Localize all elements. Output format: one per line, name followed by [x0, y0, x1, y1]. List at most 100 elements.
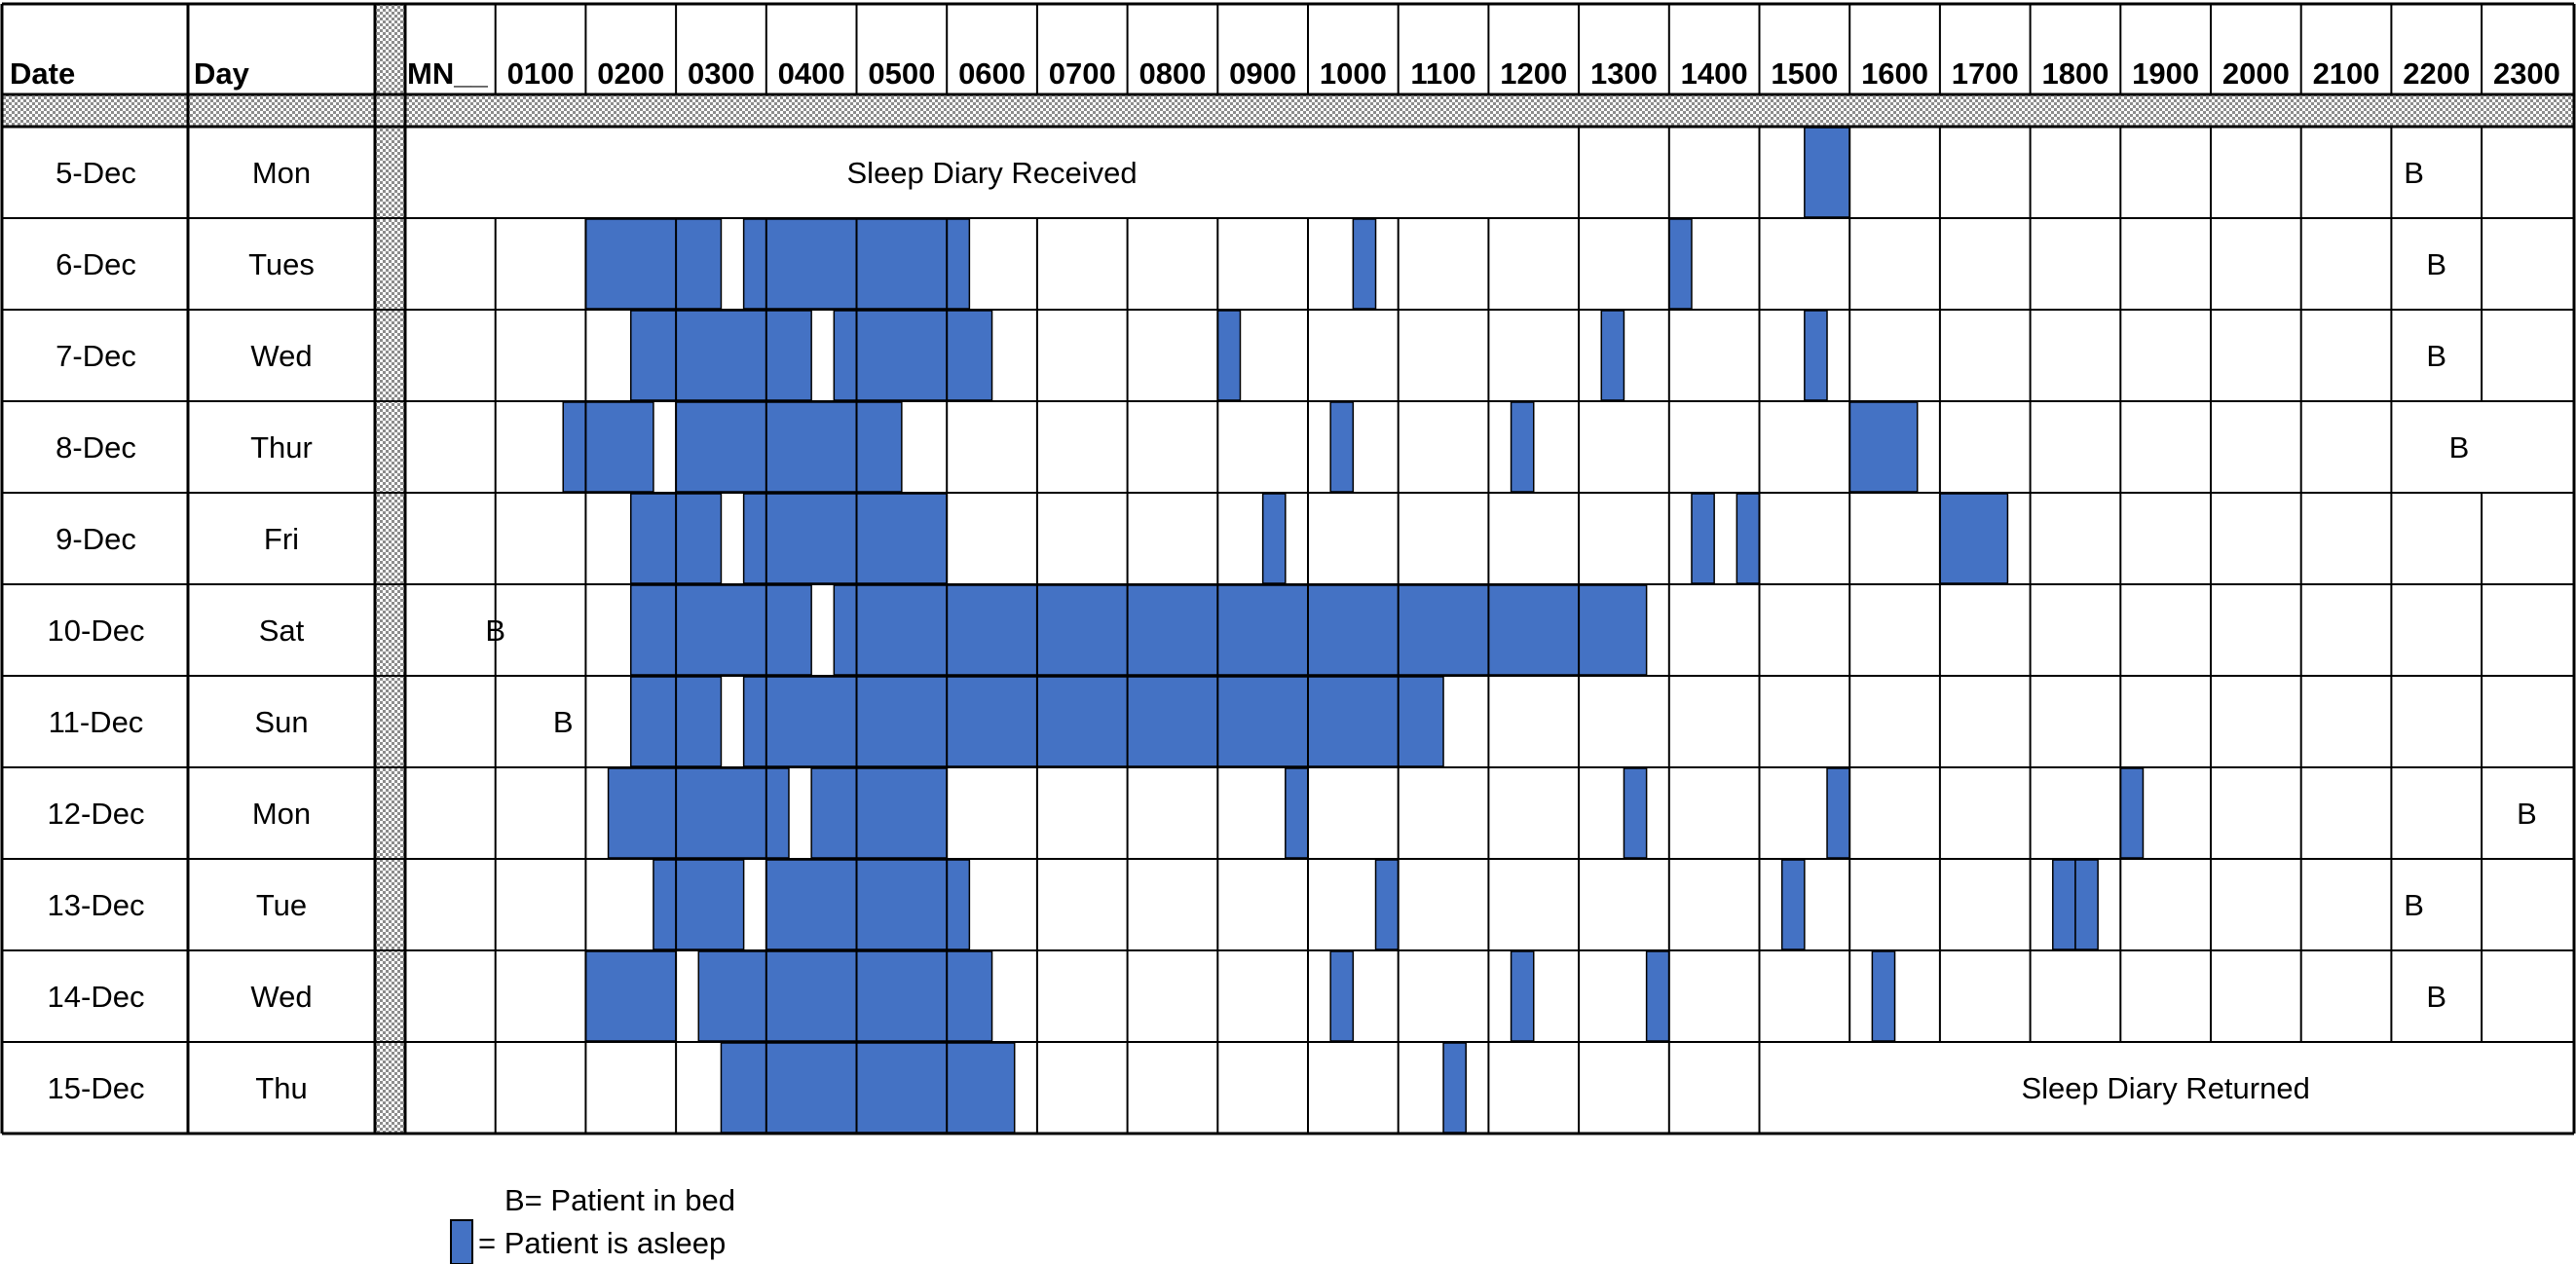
hour-label: 0300: [688, 56, 755, 91]
row-date: 8-Dec: [56, 430, 136, 465]
bed-marker: B: [485, 613, 505, 648]
hour-label: 0200: [597, 56, 664, 91]
row-note: Sleep Diary Returned: [2021, 1071, 2309, 1105]
row-day: Thur: [250, 430, 313, 465]
asleep-bar: [1668, 218, 1693, 310]
asleep-bar: [1848, 401, 1919, 493]
asleep-bar: [675, 401, 903, 493]
bed-marker: B: [553, 705, 574, 739]
row-date: 5-Dec: [56, 156, 136, 190]
hour-label: 0500: [868, 56, 935, 91]
hour-label: 1000: [1320, 56, 1387, 91]
row-day: Wed: [250, 339, 312, 373]
hour-label: 0400: [778, 56, 845, 91]
asleep-bar: [1691, 493, 1715, 584]
row-date: 10-Dec: [48, 613, 145, 648]
row-date: 14-Dec: [48, 980, 145, 1014]
hour-label: 0600: [958, 56, 1026, 91]
hour-label: 2300: [2493, 56, 2560, 91]
bed-marker: B: [2426, 247, 2446, 281]
bed-marker: B: [2426, 339, 2446, 373]
asleep-bar: [1510, 401, 1535, 493]
row-day: Sun: [254, 705, 308, 739]
asleep-bar: [2074, 859, 2099, 950]
legend-asleep-swatch: [450, 1219, 473, 1264]
asleep-bar: [1329, 950, 1355, 1042]
row-day: Sat: [259, 613, 305, 648]
asleep-bar: [1871, 950, 1896, 1042]
row-day: Mon: [252, 797, 311, 831]
asleep-bar: [1329, 401, 1355, 493]
row-date: 11-Dec: [49, 705, 144, 739]
asleep-bar: [1285, 767, 1309, 859]
row-date: 7-Dec: [56, 339, 136, 373]
row-day: Wed: [250, 980, 312, 1014]
hour-label: 1500: [1771, 56, 1838, 91]
hour-label: 1400: [1681, 56, 1748, 91]
hour-label: 2200: [2403, 56, 2470, 91]
asleep-bar: [1261, 493, 1287, 584]
asleep-bar: [1645, 950, 1670, 1042]
row-day: Fri: [264, 522, 299, 556]
header-date: Date: [10, 56, 75, 91]
legend-asleep-label: = Patient is asleep: [478, 1226, 726, 1260]
asleep-bar: [1780, 859, 1806, 950]
asleep-bar: [1623, 767, 1648, 859]
asleep-bar: [1442, 1042, 1467, 1134]
hour-label: 1100: [1410, 56, 1475, 91]
hour-label: MN__: [407, 56, 488, 91]
asleep-bar: [742, 493, 948, 584]
asleep-bar: [697, 950, 993, 1042]
bed-marker: B: [2404, 156, 2424, 190]
hour-label: 1800: [2041, 56, 2109, 91]
asleep-bar: [1736, 493, 1761, 584]
asleep-bar: [1374, 859, 1400, 950]
asleep-bar: [1510, 950, 1535, 1042]
header-separator-band: [2, 94, 2574, 127]
asleep-bar: [2119, 767, 2145, 859]
asleep-bar: [833, 310, 993, 401]
asleep-bar: [1216, 310, 1242, 401]
column-separator-band: [375, 4, 405, 1134]
row-day: Mon: [252, 156, 311, 190]
hour-label: 0700: [1049, 56, 1116, 91]
row-note: Sleep Diary Received: [847, 156, 1138, 190]
asleep-bar: [2052, 859, 2076, 950]
asleep-bar: [584, 218, 723, 310]
asleep-bar: [810, 767, 948, 859]
asleep-bar: [653, 859, 745, 950]
hour-label: 1900: [2132, 56, 2199, 91]
asleep-bar: [1826, 767, 1850, 859]
asleep-bar: [630, 310, 812, 401]
asleep-bar: [833, 584, 1648, 676]
asleep-bar: [562, 401, 654, 493]
asleep-bar: [742, 676, 1444, 767]
hour-label: 1300: [1590, 56, 1658, 91]
asleep-bar: [1804, 310, 1828, 401]
row-date: 13-Dec: [48, 888, 145, 922]
row-date: 6-Dec: [56, 247, 136, 281]
asleep-bar: [1804, 127, 1850, 218]
hour-label: 1700: [1952, 56, 2019, 91]
chart-legend: B= Patient in bed = Patient is asleep: [450, 1183, 735, 1264]
bed-marker: B: [2426, 980, 2446, 1014]
asleep-bar: [630, 584, 812, 676]
hour-label: 1600: [1861, 56, 1928, 91]
row-date: 15-Dec: [48, 1071, 145, 1105]
asleep-bar: [584, 950, 677, 1042]
asleep-bar: [765, 859, 971, 950]
asleep-bar: [1939, 493, 2009, 584]
asleep-bar: [1352, 218, 1377, 310]
row-day: Thu: [255, 1071, 307, 1105]
asleep-bar: [607, 767, 790, 859]
hour-label: 1200: [1500, 56, 1567, 91]
hour-label: 0800: [1139, 56, 1206, 91]
asleep-bar: [1600, 310, 1625, 401]
bed-marker: B: [2449, 430, 2470, 465]
row-date: 12-Dec: [48, 797, 145, 831]
row-day: Tues: [248, 247, 315, 281]
hour-label: 2100: [2313, 56, 2380, 91]
bed-marker: B: [2404, 888, 2424, 922]
hour-label: 2000: [2222, 56, 2290, 91]
